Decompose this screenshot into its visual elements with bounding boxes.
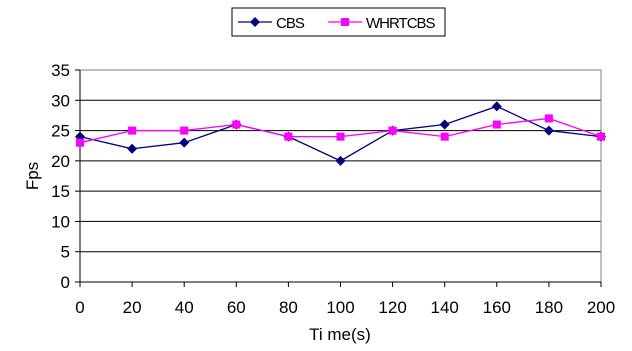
x-tick-label: 60 xyxy=(227,298,246,317)
data-point xyxy=(597,132,605,141)
legend-item-cbs: CBS xyxy=(238,15,306,32)
x-tick-label: 80 xyxy=(279,298,298,317)
series-whrtcbs xyxy=(76,114,605,147)
x-tick-label: 160 xyxy=(483,298,511,317)
x-tick-label: 200 xyxy=(587,298,615,317)
x-axis: 0 20 40 60 80 100 120 140 160 180 200 xyxy=(75,281,615,317)
x-tick-label: 120 xyxy=(378,298,406,317)
data-point xyxy=(492,120,501,129)
legend-marker xyxy=(341,18,349,26)
data-point xyxy=(284,132,293,141)
x-tick-label: 20 xyxy=(123,298,142,317)
data-point xyxy=(335,155,346,166)
legend: CBS WHRTCBS xyxy=(231,7,446,37)
x-tick-label: 40 xyxy=(175,298,194,317)
data-point xyxy=(180,126,189,135)
data-point xyxy=(127,143,138,154)
data-point xyxy=(491,101,502,112)
y-tick-label: 35 xyxy=(51,61,70,80)
legend-marker xyxy=(250,17,260,27)
legend-label: CBS xyxy=(276,15,305,32)
y-tick-label: 5 xyxy=(61,243,70,262)
y-axis-title: Fps xyxy=(23,162,42,190)
data-point xyxy=(439,119,450,130)
y-tick-label: 25 xyxy=(51,122,70,141)
x-tick-label: 140 xyxy=(431,298,459,317)
y-axis: 0 5 10 15 20 25 30 35 xyxy=(51,61,81,292)
y-tick-label: 10 xyxy=(51,212,70,231)
legend-label: WHRTCBS xyxy=(366,15,436,32)
data-point xyxy=(232,120,241,129)
x-axis-title: Ti me(s) xyxy=(309,325,371,344)
data-point xyxy=(388,126,397,135)
series-layer xyxy=(75,101,606,166)
y-tick-label: 0 xyxy=(61,273,70,292)
x-tick-label: 100 xyxy=(326,298,354,317)
legend-item-whrtcbs: WHRTCBS xyxy=(328,15,437,32)
x-tick-label: 0 xyxy=(75,298,84,317)
plot-area xyxy=(79,69,602,283)
data-point xyxy=(543,125,554,136)
y-tick-label: 30 xyxy=(51,91,70,110)
data-point xyxy=(544,114,553,123)
data-point xyxy=(179,137,190,148)
data-point xyxy=(336,132,345,141)
data-point xyxy=(440,132,449,141)
data-point xyxy=(76,138,84,147)
y-tick-label: 15 xyxy=(51,182,70,201)
x-tick-label: 180 xyxy=(535,298,563,317)
data-point xyxy=(128,126,137,135)
y-tick-label: 20 xyxy=(51,152,70,171)
